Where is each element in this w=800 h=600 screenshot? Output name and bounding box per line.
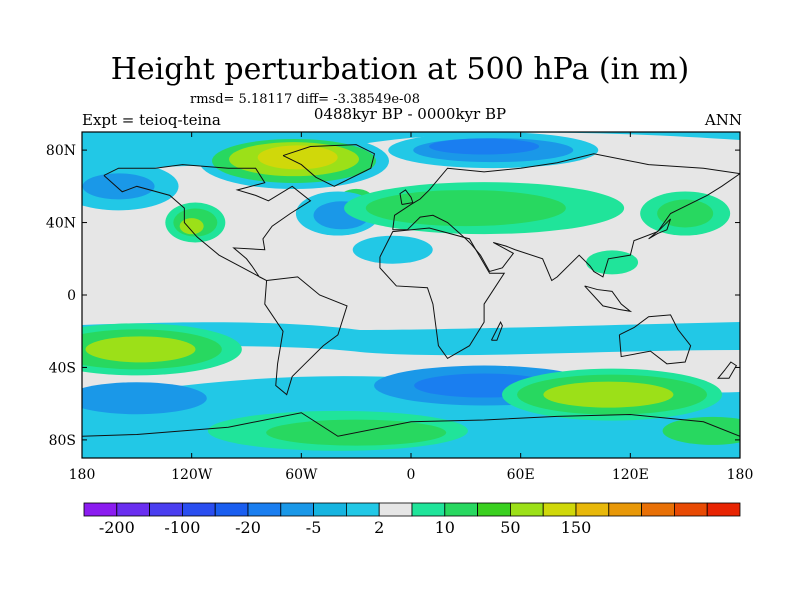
colorbar-swatch — [477, 502, 511, 517]
colorbar-swatch — [706, 502, 741, 517]
spac-high-3 — [85, 336, 196, 363]
y-tick-label: 40S — [49, 360, 76, 376]
epac-high-inner — [179, 218, 204, 235]
y-tick-label: 40N — [46, 216, 76, 232]
coast-south-america — [264, 276, 348, 396]
coast-indonesia — [584, 285, 633, 313]
colorbar-label: -100 — [164, 518, 200, 537]
coast-madagascar — [490, 321, 503, 341]
y-tick-label: 80S — [49, 433, 76, 449]
colorbar-swatch — [116, 502, 151, 517]
southern-mid-band — [82, 322, 740, 356]
coast-africa — [379, 227, 506, 360]
colorbar-swatch — [214, 502, 249, 517]
colorbar-swatch — [542, 502, 577, 517]
colorbar-swatch — [83, 502, 118, 517]
contour-field — [82, 132, 740, 458]
x-tick-label: 120E — [612, 467, 649, 483]
colorbar-swatch — [247, 502, 282, 517]
coast-north-america — [103, 164, 312, 281]
colorbar-swatch — [345, 502, 380, 517]
colorbar-swatch — [149, 502, 183, 517]
experiment-label: Expt = teioq-teina — [82, 111, 221, 129]
y-tick-label: 80N — [46, 143, 76, 159]
coast-uk — [399, 189, 414, 205]
x-tick-label: 0 — [407, 467, 416, 483]
arctic-low-inner — [429, 138, 540, 155]
colorbar-label: -200 — [99, 518, 135, 537]
coast-australia — [618, 314, 692, 365]
ross-high — [662, 416, 740, 445]
coast-japan — [648, 218, 672, 240]
coast-new-zealand — [717, 361, 738, 379]
chart-subtitle: 0488kyr BP - 0000kyr BP — [313, 105, 507, 123]
colorbar-swatch — [575, 502, 610, 517]
spac-low — [82, 382, 207, 415]
colorbar-label: -5 — [306, 518, 322, 537]
southern-high-inner — [543, 381, 674, 408]
colorbar-swatch — [313, 502, 347, 517]
colorbar-swatch — [674, 502, 708, 517]
colorbar-label: 2 — [374, 518, 384, 537]
sahara-low — [352, 235, 433, 264]
eurasia-high-inner — [365, 190, 566, 227]
npac-e-high-inner — [657, 199, 714, 228]
colorbar-label: -20 — [235, 518, 261, 537]
colorbar-swatch — [181, 502, 216, 517]
greenland-high-3 — [257, 145, 338, 170]
x-tick-label: 60E — [507, 467, 535, 483]
colorbar-swatch — [641, 502, 675, 517]
x-tick-label: 180 — [727, 467, 754, 483]
y-tick-label: 0 — [67, 288, 76, 304]
npac-low-inner — [82, 173, 155, 200]
colorbar-swatch — [608, 502, 642, 517]
coast-antarctica — [82, 412, 740, 437]
colorbar-swatch — [509, 502, 544, 517]
coastlines — [82, 144, 740, 437]
colorbar-swatch — [378, 502, 413, 517]
colorbar-swatch — [280, 502, 314, 517]
colorbar-swatch — [411, 502, 446, 517]
colorbar-label: 50 — [500, 518, 520, 537]
colorbar-label: 10 — [435, 518, 455, 537]
x-tick-label: 60W — [285, 467, 318, 483]
colorbar-swatch — [444, 502, 478, 517]
stats-label: rmsd= 5.18117 diff= -3.38549e-08 — [190, 92, 420, 107]
x-tick-label: 180 — [69, 467, 96, 483]
coast-greenland — [282, 144, 376, 187]
chart-title: Height perturbation at 500 hPa (in m) — [110, 52, 690, 87]
season-label: ANN — [704, 111, 742, 129]
x-tick-label: 120W — [171, 467, 213, 483]
coast-eurasia — [392, 153, 740, 282]
colorbar-label: 150 — [561, 518, 592, 537]
